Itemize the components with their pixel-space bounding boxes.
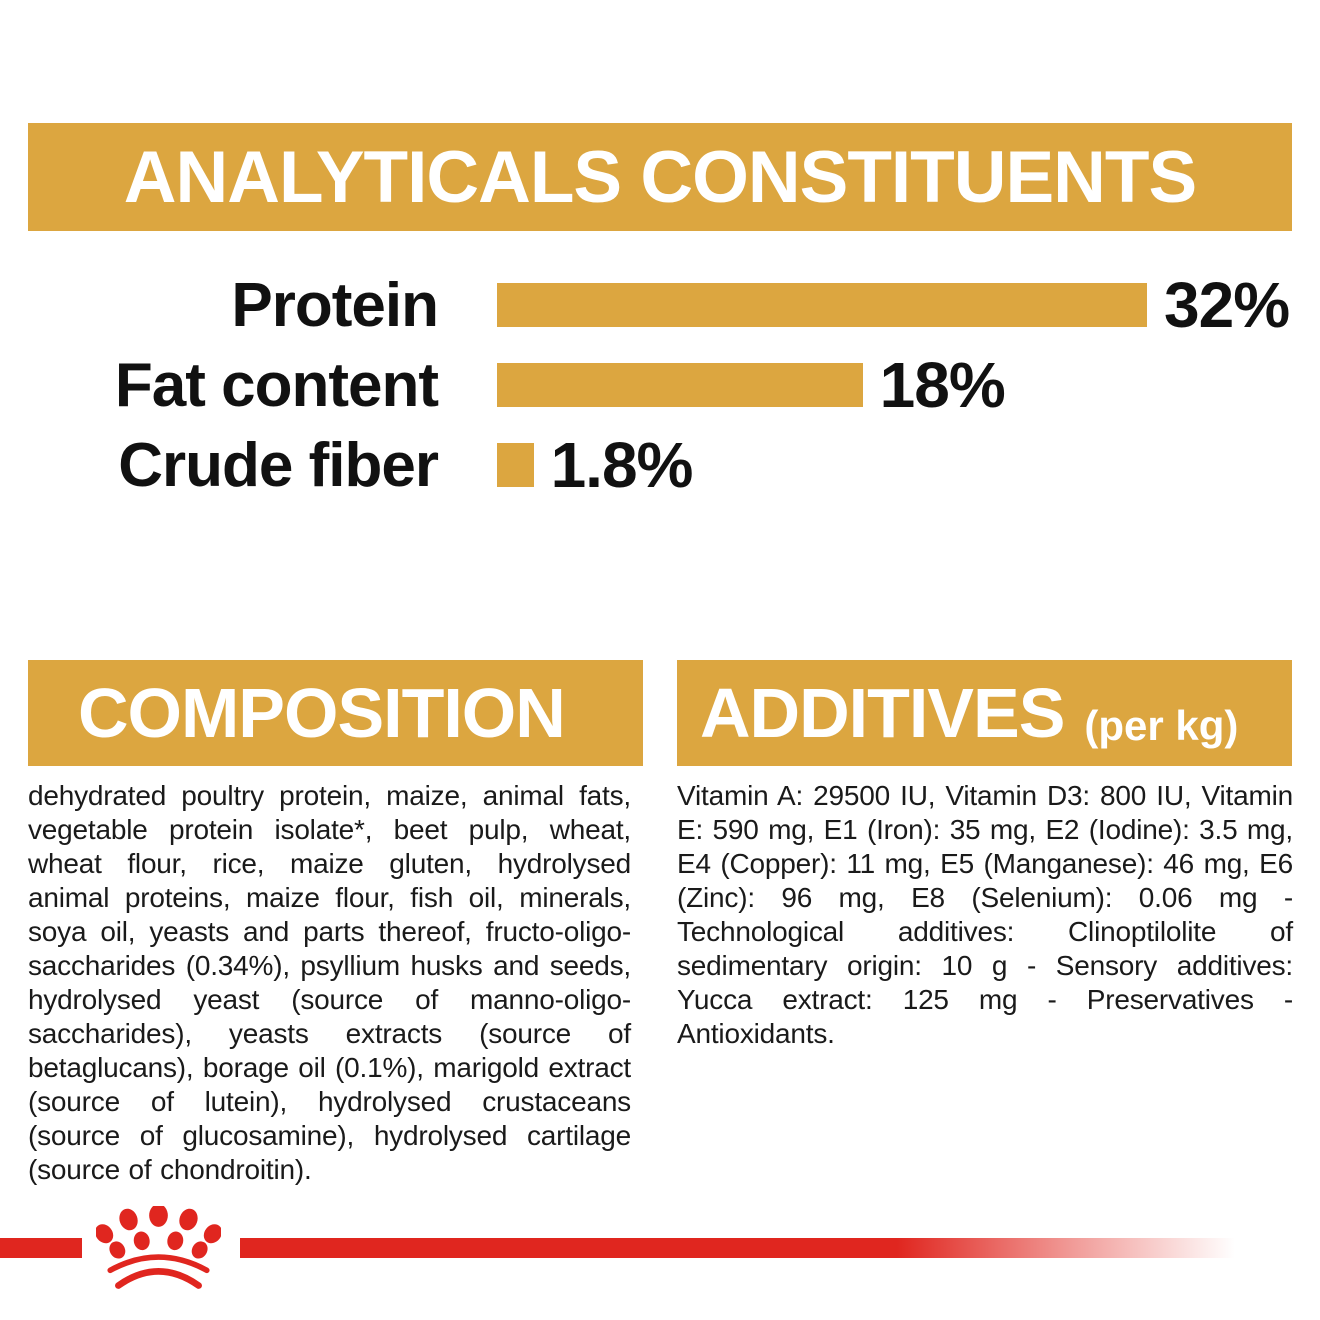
composition-body: dehydrated poultry protein, maize, anima… <box>28 780 631 1185</box>
brand-stripe-right <box>240 1238 1235 1258</box>
additives-body: Vitamin A: 29500 IU, Vitamin D3: 800 IU,… <box>677 780 1293 1049</box>
chart-row: Fat content 18% <box>0 349 1320 421</box>
chart-row: Protein 32% <box>0 269 1320 341</box>
chart-row: Crude fiber 1.8% <box>0 429 1320 501</box>
composition-title: COMPOSITION <box>78 674 566 752</box>
chart-row-label: Crude fiber <box>118 430 439 500</box>
chart-value: 1.8% <box>550 429 694 501</box>
analytical-constituents-chart: Protein 32% Fat content 18% Crude fiber 1.8% <box>0 0 1320 560</box>
chart-row-label: Protein <box>231 270 439 340</box>
chart-bar <box>497 443 534 487</box>
chart-row-label: Fat content <box>114 350 439 420</box>
additives-title: ADDITIVES <box>700 674 1065 752</box>
analyticals-header-band: ANALYTICALS CONSTITUENTS <box>28 123 1292 231</box>
chart-value: 32% <box>1164 269 1290 341</box>
additives-header-band: ADDITIVES (per kg) <box>677 660 1292 766</box>
brand-stripe-left <box>0 1238 82 1258</box>
composition-header-band: COMPOSITION <box>28 660 643 766</box>
chart-bar <box>497 363 863 407</box>
chart-bar <box>497 283 1147 327</box>
analyticals-title: ANALYTICALS CONSTITUENTS <box>123 136 1197 218</box>
royal-canin-crown-logo <box>96 1206 221 1289</box>
additives-title-suffix: (per kg) <box>1084 702 1239 749</box>
chart-value: 18% <box>879 349 1006 421</box>
